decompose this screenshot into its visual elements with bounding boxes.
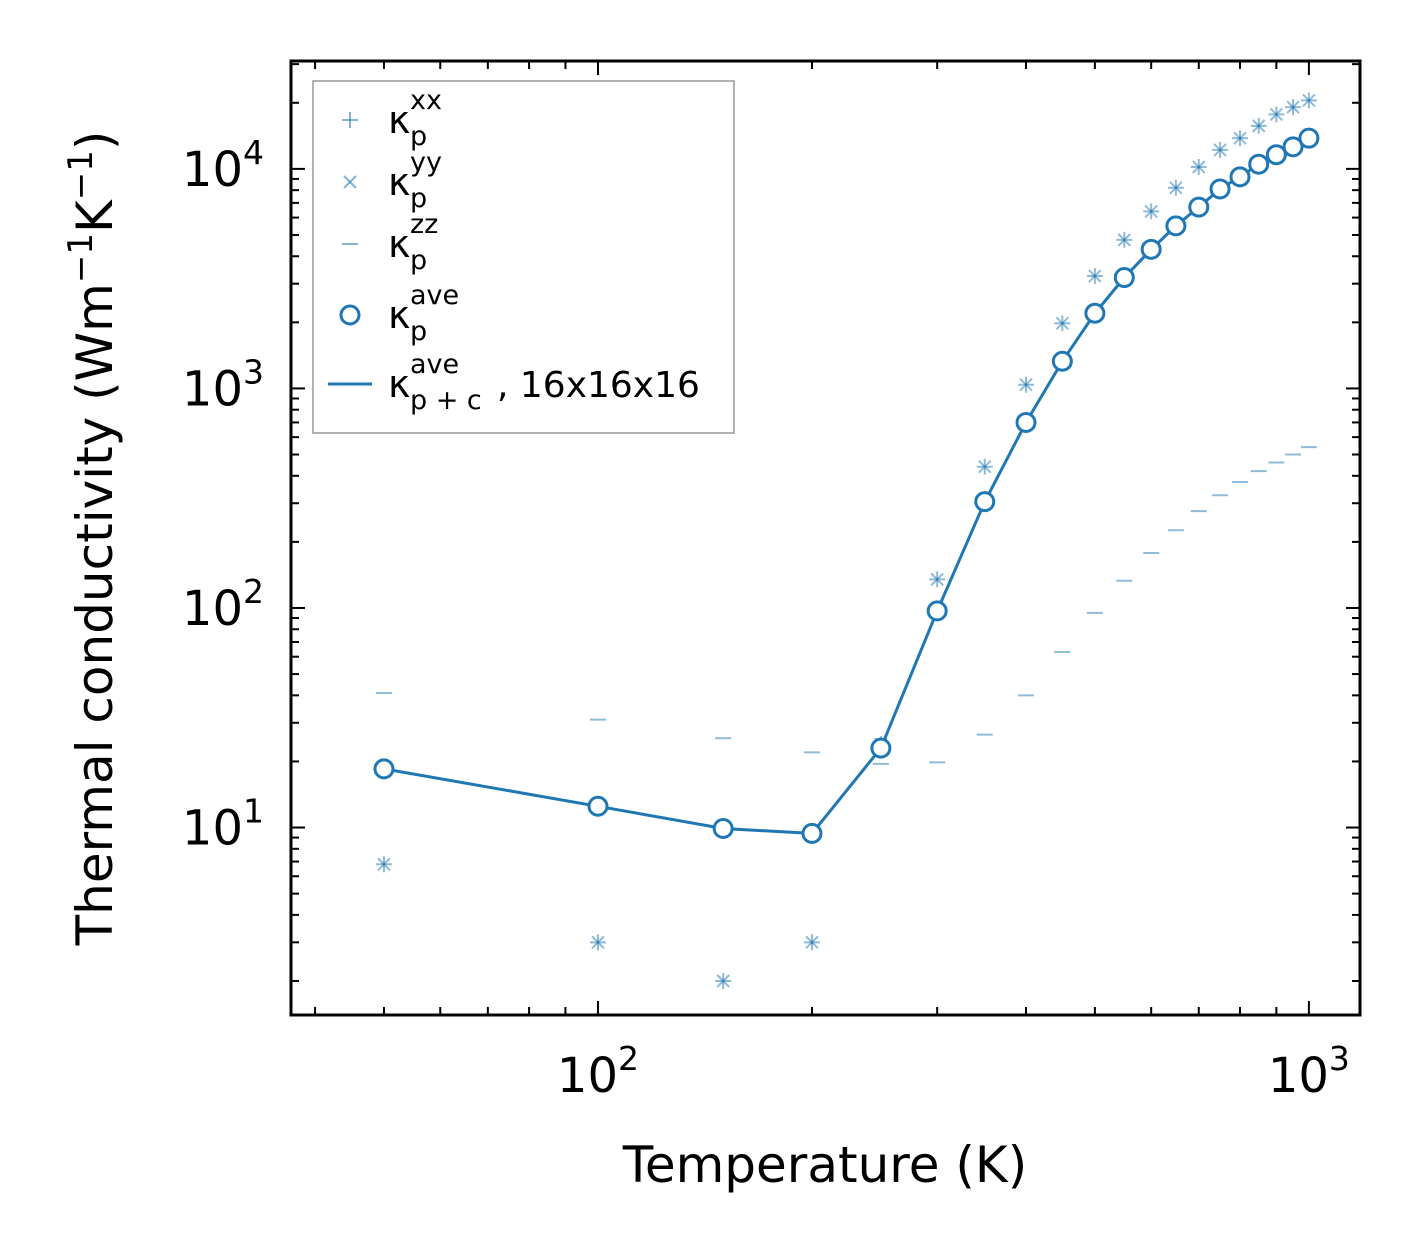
data-point-circle <box>712 817 734 839</box>
data-point-x <box>1252 119 1266 133</box>
legend-label: κpxx <box>388 85 442 152</box>
data-point-circle <box>1209 178 1231 200</box>
data-point-x <box>1192 160 1206 174</box>
data-point-circle <box>1051 350 1073 372</box>
data-point-circle <box>926 600 948 622</box>
x-b <box>1233 131 1247 145</box>
legend-box <box>312 80 735 434</box>
data-point-circle <box>1298 127 1320 149</box>
data-point-circle <box>373 758 395 780</box>
data-point-x <box>1286 100 1300 114</box>
data-point-circle <box>587 795 609 817</box>
data-point-x <box>716 974 730 988</box>
x-b <box>1169 181 1183 195</box>
legend-marker-circle <box>339 304 361 326</box>
x-b <box>716 974 730 988</box>
data-point-x <box>1117 233 1132 247</box>
y-tick-label: 101 <box>182 792 264 857</box>
x-b <box>1144 204 1158 219</box>
x-tick-label: 102 <box>557 1039 639 1104</box>
x-b <box>343 175 357 189</box>
legend-marker-x <box>343 175 357 189</box>
y-tick-label: 102 <box>182 572 264 637</box>
data-point-x <box>1213 143 1227 157</box>
data-point-circle <box>1248 153 1270 175</box>
data-point-x <box>805 935 819 950</box>
x-b <box>1286 100 1300 114</box>
data-point-circle <box>1165 215 1187 237</box>
data-point-circle <box>1188 196 1210 218</box>
x-b <box>1019 377 1033 392</box>
data-point-x <box>1233 131 1247 145</box>
data-point-x <box>591 935 605 950</box>
legend-marker-plus <box>342 112 358 128</box>
data-point-x <box>930 572 944 587</box>
y-axis-label: Thermal conductivity (Wm−1K−1) <box>61 131 124 947</box>
legend-label: κpzz <box>388 209 438 276</box>
data-point-x <box>1019 377 1033 392</box>
x-b <box>1269 107 1284 122</box>
legend-label: κp + cave, 16x16x16 <box>388 349 700 416</box>
x-b <box>591 935 605 950</box>
plot-frame <box>289 59 1362 1017</box>
series-hline <box>375 446 1317 765</box>
data-point-circle <box>1113 267 1135 289</box>
x-b <box>1302 93 1316 108</box>
x-b <box>978 460 992 474</box>
x-axis-label: Temperature (K) <box>622 1136 1027 1194</box>
data-point-x <box>1269 107 1284 122</box>
data-point-x <box>978 460 992 474</box>
legend-label: κpyy <box>388 147 442 214</box>
data-point-circle <box>1084 302 1106 324</box>
data-point-x <box>1302 93 1316 108</box>
x-tick-label: 103 <box>1268 1039 1350 1104</box>
x-b <box>1192 160 1206 174</box>
x-b <box>1117 233 1132 247</box>
data-point-x <box>1088 269 1102 283</box>
plot-series <box>373 92 1320 989</box>
data-point-circle <box>870 737 892 759</box>
x-b <box>1088 269 1102 283</box>
data-point-x <box>1169 181 1183 195</box>
data-point-circle <box>1015 411 1037 433</box>
x-b <box>1213 143 1227 157</box>
x-b <box>1055 316 1070 331</box>
data-point-circle <box>1140 238 1162 260</box>
series-circle <box>373 127 1320 844</box>
legend-label: κpave <box>388 280 459 347</box>
x-b <box>805 935 819 950</box>
data-point-circle <box>1282 136 1304 158</box>
data-point-circle <box>801 822 823 844</box>
x-b <box>1252 119 1266 133</box>
y-tick-label: 103 <box>182 352 264 417</box>
data-point-x <box>1144 204 1158 219</box>
x-b <box>377 857 391 872</box>
data-point-circle <box>1265 144 1287 166</box>
tick-labels: 102 103 101 102 103 104 <box>182 133 1350 1104</box>
x-b <box>930 572 944 587</box>
data-point-circle <box>974 491 996 513</box>
data-point-x <box>1055 316 1070 331</box>
data-point-x <box>377 857 391 872</box>
y-tick-label: 104 <box>182 133 264 198</box>
data-point-circle <box>1229 166 1251 188</box>
